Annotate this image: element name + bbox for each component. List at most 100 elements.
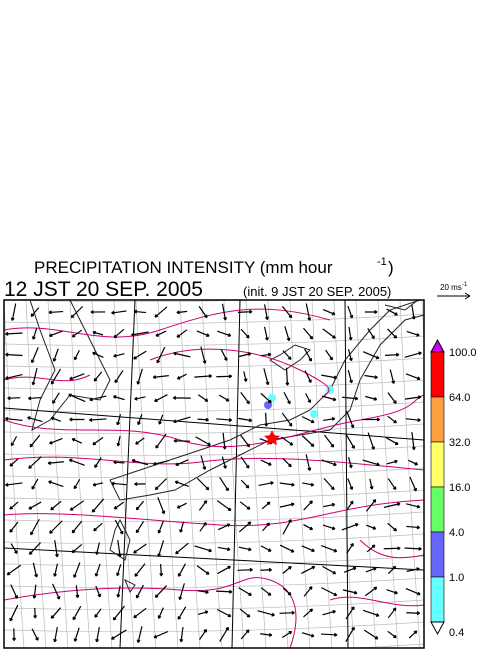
wind-arrow (154, 306, 168, 318)
grid-line (4, 300, 25, 648)
wind-arrow (177, 606, 187, 620)
wind-arrow (238, 417, 253, 423)
wind-arrow (93, 371, 103, 382)
wind-arrow (195, 436, 211, 446)
grid-line (4, 357, 424, 369)
wind-arrow (95, 627, 100, 643)
grid-line (179, 300, 201, 648)
wind-arrow (112, 605, 126, 621)
wind-arrow (135, 500, 145, 511)
wind-arrow (365, 395, 378, 401)
wind-arrow (219, 477, 229, 492)
wind-arrow (12, 628, 17, 641)
wind-arrow (279, 544, 295, 553)
wind-arrow (136, 626, 143, 644)
wind-arrow (365, 499, 377, 512)
wind-arrow (9, 521, 19, 533)
wind-arrow (178, 583, 185, 601)
wind-arrow (237, 567, 253, 572)
wind-arrow (157, 520, 164, 534)
wind-arrow (30, 307, 40, 317)
under-triangle (430, 621, 445, 636)
wind-arrow (176, 502, 187, 509)
grid-line (349, 643, 424, 648)
grid-line (4, 533, 424, 545)
wind-arrow (10, 584, 18, 599)
wind-arrow (71, 438, 83, 444)
wind-arrow (71, 329, 83, 338)
wind-arrow (240, 479, 250, 489)
wind-arrow (219, 626, 229, 642)
grid-line (377, 300, 399, 648)
wind-arrow (7, 396, 21, 401)
wind-arrow (406, 330, 420, 337)
wind-arrow (282, 587, 292, 596)
wind-arrow (347, 369, 353, 384)
wind-arrow (133, 350, 147, 360)
wind-arrow (89, 395, 107, 402)
wind-arrow (364, 310, 378, 314)
wind-arrow (362, 459, 380, 467)
wind-arrow (346, 411, 355, 429)
grid-line (267, 300, 289, 648)
wind-arrow (116, 564, 122, 577)
wind-arrow (346, 543, 354, 554)
wind-arrow (217, 523, 231, 531)
wind-arrow (321, 459, 337, 467)
wind-arrow (304, 370, 312, 383)
wind-arrow (52, 392, 60, 404)
wind-arrow (5, 331, 23, 336)
wind-arrow (157, 607, 164, 619)
grid-line (4, 379, 424, 391)
wind-arrow (114, 370, 124, 384)
wind-arrow (89, 417, 107, 422)
wind-arrow (239, 501, 251, 510)
wind-arrow (239, 608, 251, 618)
wind-arrow (364, 586, 378, 597)
wind-arrow (320, 632, 338, 637)
wind-arrow (92, 482, 104, 487)
wind-arrow (153, 630, 169, 639)
wind-arrow (240, 434, 251, 448)
wind-arrow (323, 502, 336, 508)
wind-arrow (69, 500, 85, 511)
wind-arrow (217, 330, 232, 337)
wind-arrow (303, 500, 313, 511)
wind-arrow (113, 395, 125, 401)
wind-arrow (405, 418, 421, 422)
wind-arrow (135, 437, 145, 445)
wind-arrow (347, 305, 354, 319)
wind-arrow (240, 391, 250, 405)
wind-arrow (347, 478, 354, 490)
wind-arrow (179, 626, 184, 643)
grid-line (4, 489, 424, 501)
map-frame (3, 299, 425, 649)
grid-line (135, 300, 157, 648)
wind-arrow (345, 626, 355, 642)
wind-arrow (92, 330, 104, 336)
wind-arrow (347, 457, 353, 469)
wind-arrow (50, 416, 61, 422)
wind-arrow (282, 630, 293, 639)
wind-arrow (342, 396, 359, 401)
wind-arrow (154, 394, 168, 402)
wind-arrow (131, 459, 149, 466)
wind-arrow (9, 501, 19, 510)
wind-arrow (366, 524, 377, 530)
wind-arrow (47, 461, 64, 465)
coastline (384, 300, 419, 311)
wind-arrow (387, 415, 397, 424)
map (3, 299, 425, 649)
wind-arrow (5, 416, 23, 422)
grid-line (4, 467, 424, 479)
wind-arrow (303, 586, 313, 597)
wind-arrow (305, 303, 312, 321)
wind-arrow (30, 518, 40, 536)
contour-line (149, 348, 330, 401)
wind-arrow (303, 608, 314, 618)
wind-arrow (73, 478, 81, 490)
color-segment (430, 576, 445, 623)
color-segment (430, 486, 445, 533)
wind-arrow (92, 436, 104, 446)
wind-arrow (216, 500, 232, 512)
